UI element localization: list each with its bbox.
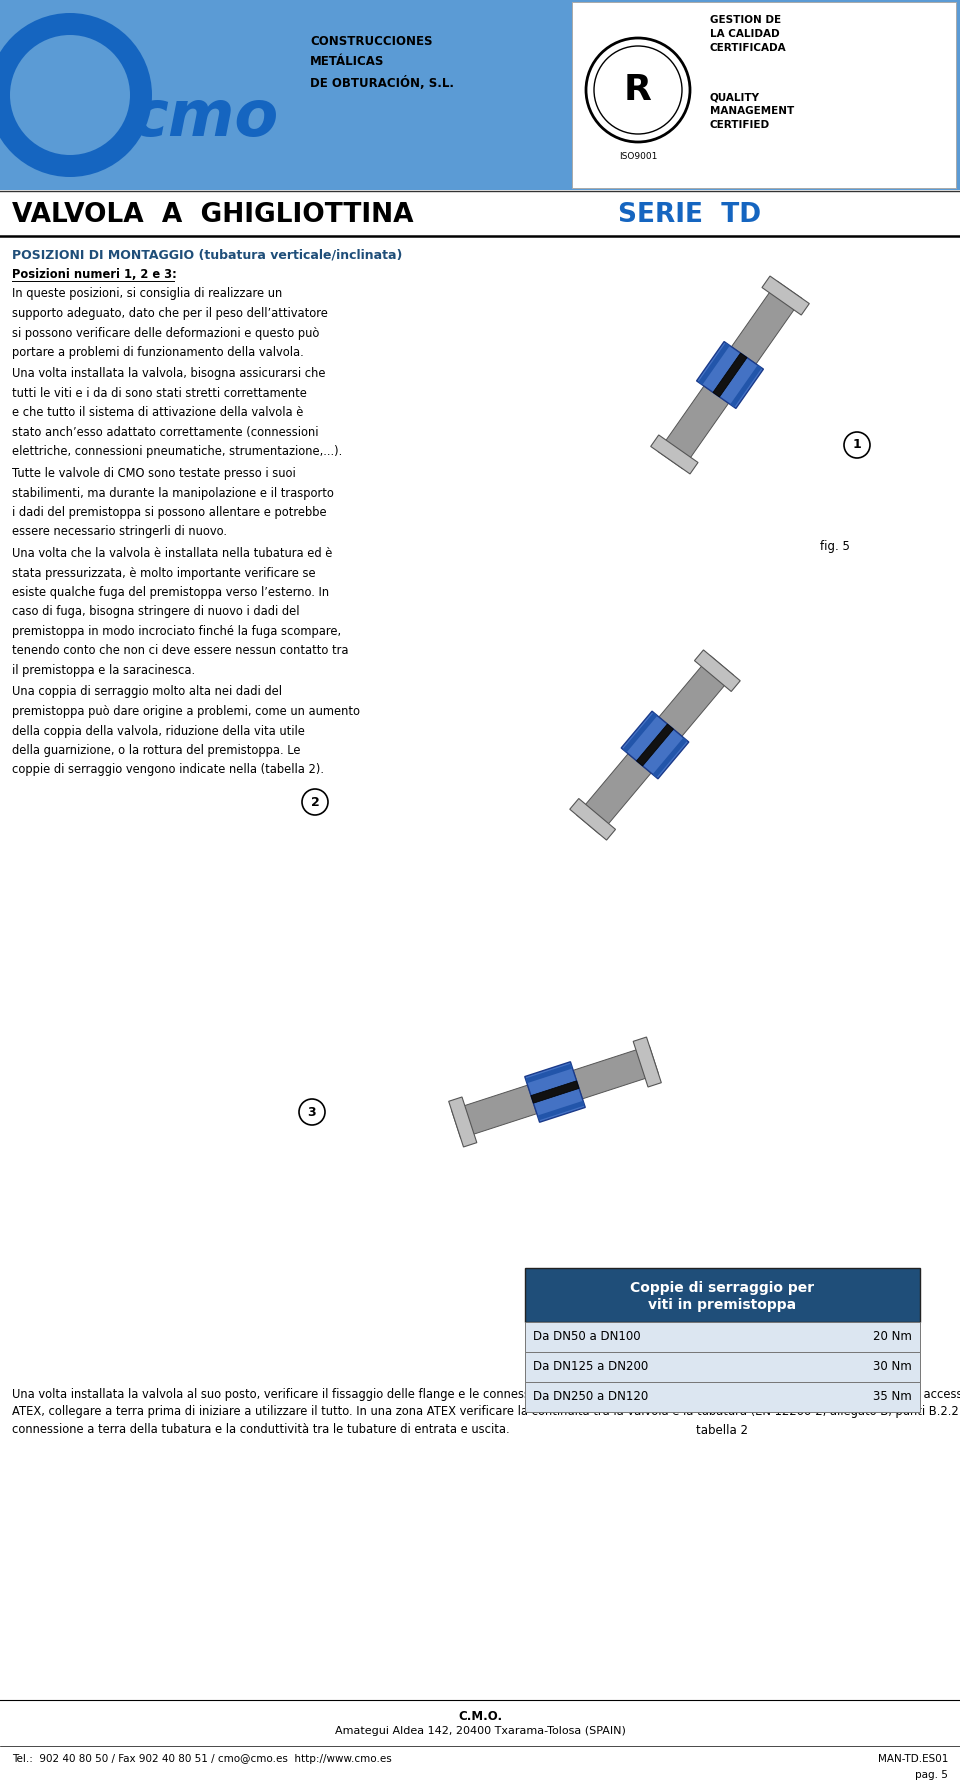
Bar <box>572 2 956 188</box>
Text: Da DN125 a DN200: Da DN125 a DN200 <box>533 1361 648 1373</box>
Text: Coppie di serraggio per: Coppie di serraggio per <box>631 1281 815 1295</box>
Text: SERIE  TD: SERIE TD <box>618 202 761 229</box>
Text: caso di fuga, bisogna stringere di nuovo i dadi del: caso di fuga, bisogna stringere di nuovo… <box>12 605 300 618</box>
Bar <box>525 1382 920 1413</box>
Circle shape <box>302 789 328 814</box>
Text: stabilimenti, ma durante la manipolazione e il trasporto: stabilimenti, ma durante la manipolazion… <box>12 486 334 500</box>
Text: premistoppa può dare origine a problemi, come un aumento: premistoppa può dare origine a problemi,… <box>12 705 360 718</box>
Polygon shape <box>573 1045 659 1098</box>
Polygon shape <box>658 386 729 468</box>
Text: In queste posizioni, si consiglia di realizzare un: In queste posizioni, si consiglia di rea… <box>12 288 282 300</box>
Text: Posizioni numeri 1, 2 e 3:: Posizioni numeri 1, 2 e 3: <box>12 268 177 280</box>
Text: 3: 3 <box>308 1106 316 1118</box>
Text: della guarnizione, o la rottura del premistoppa. Le: della guarnizione, o la rottura del prem… <box>12 745 300 757</box>
Text: viti in premistoppa: viti in premistoppa <box>648 1298 797 1313</box>
Polygon shape <box>762 277 809 314</box>
Circle shape <box>0 13 152 177</box>
Circle shape <box>594 46 682 134</box>
Polygon shape <box>731 364 762 407</box>
Text: tabella 2: tabella 2 <box>697 1423 749 1438</box>
Polygon shape <box>653 738 687 777</box>
Text: connessione a terra della tubatura e la conduttività tra le tubature di entrata : connessione a terra della tubatura e la … <box>12 1423 510 1436</box>
Text: coppie di serraggio vengono indicate nella (tabella 2).: coppie di serraggio vengono indicate nel… <box>12 763 324 777</box>
Text: CERTIFIED: CERTIFIED <box>710 120 770 130</box>
Circle shape <box>10 36 130 155</box>
Polygon shape <box>570 798 615 839</box>
Polygon shape <box>651 436 698 473</box>
Text: LA CALIDAD: LA CALIDAD <box>710 29 780 39</box>
Text: POSIZIONI DI MONTAGGIO (tubatura verticale/inclinata): POSIZIONI DI MONTAGGIO (tubatura vertica… <box>12 248 402 261</box>
Text: 20 Nm: 20 Nm <box>874 1331 912 1343</box>
Polygon shape <box>538 1100 585 1120</box>
Polygon shape <box>531 1081 579 1104</box>
Text: supporto adeguato, dato che per il peso dell’attivatore: supporto adeguato, dato che per il peso … <box>12 307 328 320</box>
Text: VALVOLA  A  GHIGLIOTTINA: VALVOLA A GHIGLIOTTINA <box>12 202 414 229</box>
Polygon shape <box>634 1038 661 1088</box>
Text: portare a problemi di funzionamento della valvola.: portare a problemi di funzionamento dell… <box>12 346 303 359</box>
Text: Tel.:  902 40 80 50 / Fax 902 40 80 51 / cmo@cmo.es  http://www.cmo.es: Tel.: 902 40 80 50 / Fax 902 40 80 51 / … <box>12 1754 392 1765</box>
Text: 30 Nm: 30 Nm <box>874 1361 912 1373</box>
Text: Una volta installata la valvola, bisogna assicurarsi che: Una volta installata la valvola, bisogna… <box>12 368 325 380</box>
Polygon shape <box>451 1086 537 1138</box>
Text: 1: 1 <box>852 439 861 452</box>
Text: stato anch’esso adattato correttamente (connessioni: stato anch’esso adattato correttamente (… <box>12 427 319 439</box>
Bar <box>525 1268 920 1322</box>
Text: MAN-TD.ES01: MAN-TD.ES01 <box>877 1754 948 1765</box>
Text: esiste qualche fuga del premistoppa verso l’esterno. In: esiste qualche fuga del premistoppa vers… <box>12 586 329 598</box>
Text: i dadi del premistoppa si possono allentare e potrebbe: i dadi del premistoppa si possono allent… <box>12 505 326 520</box>
Text: QUALITY: QUALITY <box>710 93 760 102</box>
Text: e che tutto il sistema di attivazione della valvola è: e che tutto il sistema di attivazione de… <box>12 407 303 420</box>
Text: C.M.O.: C.M.O. <box>458 1709 502 1723</box>
Polygon shape <box>577 754 651 834</box>
Polygon shape <box>697 341 763 409</box>
Text: GESTION DE: GESTION DE <box>710 14 781 25</box>
Polygon shape <box>525 1061 586 1122</box>
Text: si possono verificare delle deformazioni e questo può: si possono verificare delle deformazioni… <box>12 327 320 339</box>
Text: MANAGEMENT: MANAGEMENT <box>710 105 794 116</box>
Circle shape <box>844 432 870 457</box>
Text: stata pressurizzata, è molto importante verificare se: stata pressurizzata, è molto importante … <box>12 566 316 579</box>
Circle shape <box>299 1098 325 1125</box>
Polygon shape <box>621 711 689 779</box>
Text: premistoppa in modo incrociato finché la fuga scompare,: premistoppa in modo incrociato finché la… <box>12 625 341 638</box>
Text: essere necessario stringerli di nuovo.: essere necessario stringerli di nuovo. <box>12 525 227 539</box>
Text: R: R <box>624 73 652 107</box>
Text: Tutte le valvole di CMO sono testate presso i suoi: Tutte le valvole di CMO sono testate pre… <box>12 466 296 480</box>
Text: Una coppia di serraggio molto alta nei dadi del: Una coppia di serraggio molto alta nei d… <box>12 686 282 698</box>
Bar <box>0 0 960 189</box>
Text: 2: 2 <box>311 795 320 809</box>
Polygon shape <box>659 655 733 736</box>
Text: Da DN250 a DN120: Da DN250 a DN120 <box>533 1391 648 1404</box>
Bar <box>525 1322 920 1352</box>
Text: ISO9001: ISO9001 <box>619 152 658 161</box>
Polygon shape <box>713 354 747 396</box>
Text: il premistoppa e la saracinesca.: il premistoppa e la saracinesca. <box>12 664 195 677</box>
Text: cmo: cmo <box>131 88 279 148</box>
Circle shape <box>586 38 690 143</box>
Text: tenendo conto che non ci deve essere nessun contatto tra: tenendo conto che non ci deve essere nes… <box>12 645 348 657</box>
Text: 35 Nm: 35 Nm <box>874 1391 912 1404</box>
Polygon shape <box>448 1097 477 1147</box>
Text: Una volta installata la valvola al suo posto, verificare il fissaggio delle flan: Una volta installata la valvola al suo p… <box>12 1388 960 1400</box>
Text: pag. 5: pag. 5 <box>915 1770 948 1781</box>
Polygon shape <box>698 343 730 386</box>
Polygon shape <box>636 723 674 766</box>
Polygon shape <box>525 1064 572 1084</box>
Text: elettriche, connessioni pneumatiche, strumentazione,...).: elettriche, connessioni pneumatiche, str… <box>12 445 343 459</box>
Text: CONSTRUCCIONES
METÁLICAS
DE OBTURACIÓN, S.L.: CONSTRUCCIONES METÁLICAS DE OBTURACIÓN, … <box>310 36 454 89</box>
Polygon shape <box>623 713 658 752</box>
Text: Amategui Aldea 142, 20400 Txarama-Tolosa (SPAIN): Amategui Aldea 142, 20400 Txarama-Tolosa… <box>335 1725 625 1736</box>
Text: CERTIFICADA: CERTIFICADA <box>710 43 786 54</box>
Polygon shape <box>732 280 802 364</box>
Text: fig. 5: fig. 5 <box>820 539 850 554</box>
Text: tutti le viti e i da di sono stati stretti correttamente: tutti le viti e i da di sono stati stret… <box>12 388 307 400</box>
Polygon shape <box>694 650 740 691</box>
Text: ATEX, collegare a terra prima di iniziare a utilizzare il tutto. In una zona ATE: ATEX, collegare a terra prima di iniziar… <box>12 1406 960 1418</box>
Bar <box>525 1352 920 1382</box>
Text: Da DN50 a DN100: Da DN50 a DN100 <box>533 1331 640 1343</box>
Text: della coppia della valvola, riduzione della vita utile: della coppia della valvola, riduzione de… <box>12 725 305 738</box>
Text: Una volta che la valvola è installata nella tubatura ed è: Una volta che la valvola è installata ne… <box>12 547 332 561</box>
